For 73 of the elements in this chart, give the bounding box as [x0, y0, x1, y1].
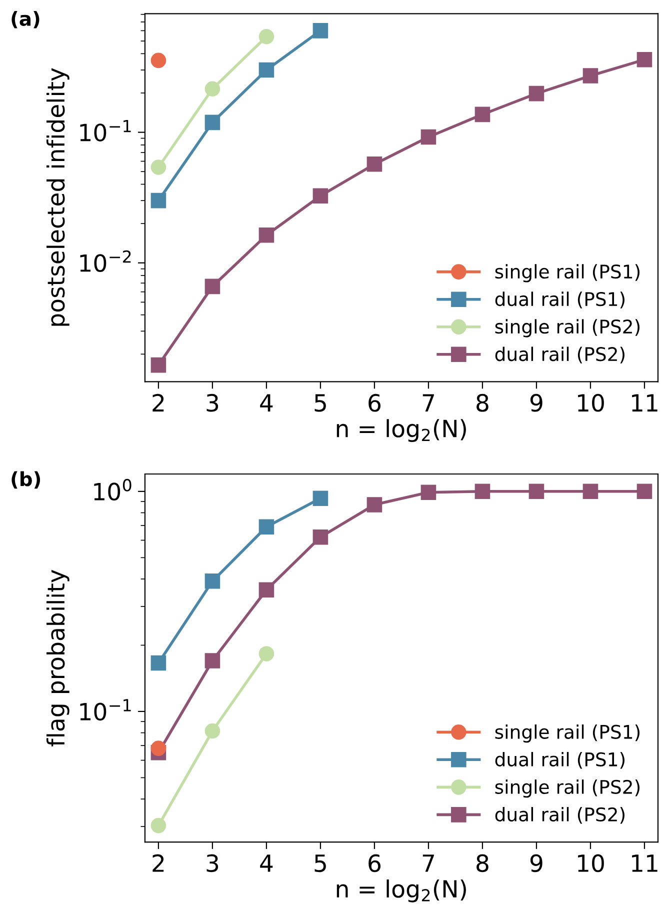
- legend-label: single rail (PS2): [495, 779, 640, 798]
- x-tick-label: 7: [422, 394, 434, 412]
- text: (b): [12, 471, 40, 489]
- point: [582, 68, 598, 84]
- x-tick-label: 11: [632, 854, 658, 872]
- point: [258, 519, 274, 535]
- legend-label: single rail (PS1): [495, 264, 640, 282]
- legend-label: dual rail (PS2): [495, 346, 624, 364]
- point: [258, 62, 274, 78]
- point: [204, 723, 220, 739]
- point: [204, 653, 220, 668]
- x-tick-label: 8: [476, 854, 488, 872]
- x-tick-label: 7: [422, 854, 434, 872]
- x-tick-label: 3: [206, 854, 218, 872]
- point: [150, 655, 166, 671]
- x-tick-label: 4: [260, 394, 273, 412]
- point: [258, 582, 274, 598]
- y-axis-title: postselected infidelity: [46, 68, 70, 326]
- point: [150, 52, 166, 68]
- point: [312, 529, 328, 545]
- x-tick-label: 3: [206, 394, 218, 412]
- point: [474, 106, 490, 122]
- point: [204, 81, 220, 97]
- point: [204, 574, 220, 589]
- y-tick-label: 10$^{−1}$: [80, 120, 131, 142]
- point: [420, 484, 436, 500]
- point: [150, 192, 166, 208]
- point: [366, 156, 382, 172]
- point: [420, 129, 436, 145]
- x-tick-label: 2: [152, 394, 164, 412]
- point: [204, 278, 220, 294]
- point: [636, 484, 652, 500]
- x-tick-label: 6: [368, 854, 380, 872]
- point: [258, 29, 274, 44]
- x-tick-label: 5: [314, 394, 326, 412]
- legend-label: dual rail (PS2): [495, 807, 624, 824]
- legend-label: dual rail (PS1): [495, 292, 624, 308]
- x-tick-label: 5: [314, 854, 326, 872]
- x-tick-label: 9: [530, 854, 542, 872]
- point: [204, 114, 220, 130]
- point: [312, 23, 328, 38]
- y-axis-title: flag probability: [46, 570, 70, 746]
- point: [474, 484, 490, 500]
- point: [366, 497, 382, 512]
- point: [258, 646, 274, 662]
- y-tick-label: 10$^{−1}$: [80, 699, 131, 721]
- x-tick-label: 9: [530, 394, 542, 412]
- x-axis-title: n = log$_{2}$(N): [336, 879, 466, 902]
- point: [150, 740, 166, 756]
- point: [582, 484, 598, 500]
- point: [258, 228, 274, 243]
- point: [312, 490, 328, 506]
- point: [528, 484, 544, 500]
- x-tick-label: 10: [578, 394, 604, 412]
- x-tick-label: 10: [578, 854, 604, 872]
- legend-label: single rail (PS2): [495, 319, 640, 338]
- point: [312, 188, 328, 204]
- y-tick-label: 10$^{−2}$: [80, 250, 131, 272]
- x-tick-label: 4: [260, 854, 273, 872]
- x-tick-label: 8: [476, 394, 488, 412]
- legend-label: dual rail (PS1): [495, 752, 624, 769]
- point: [636, 52, 652, 68]
- x-tick-label: 2: [152, 854, 164, 872]
- y-tick-label: 10$^{0}$: [94, 478, 132, 501]
- legend-label: single rail (PS1): [495, 724, 640, 743]
- point: [150, 160, 166, 175]
- point: [150, 357, 166, 373]
- point: [150, 818, 166, 834]
- x-tick-label: 11: [632, 394, 658, 412]
- point: [528, 86, 544, 102]
- x-axis-title: n = log$_{2}$(N): [336, 419, 466, 442]
- x-tick-label: 6: [368, 394, 380, 412]
- text: (a): [12, 10, 40, 28]
